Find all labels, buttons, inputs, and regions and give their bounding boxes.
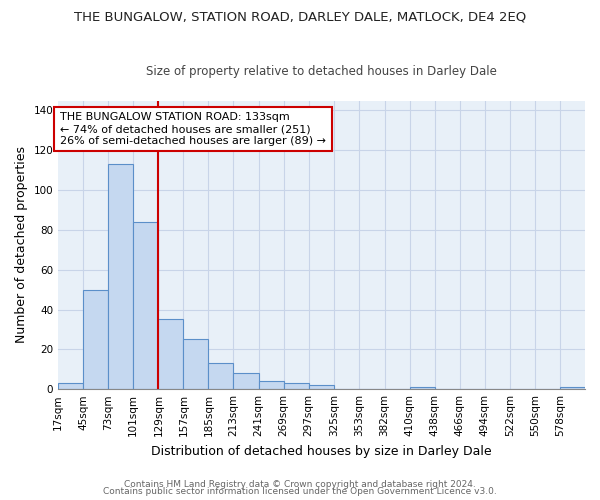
Bar	[208, 364, 233, 389]
Bar	[83, 290, 108, 389]
X-axis label: Distribution of detached houses by size in Darley Dale: Distribution of detached houses by size …	[151, 444, 492, 458]
Bar	[308, 385, 334, 389]
Bar	[560, 387, 585, 389]
Text: Contains public sector information licensed under the Open Government Licence v3: Contains public sector information licen…	[103, 487, 497, 496]
Bar	[58, 383, 83, 389]
Bar	[108, 164, 133, 389]
Bar	[233, 374, 259, 389]
Title: Size of property relative to detached houses in Darley Dale: Size of property relative to detached ho…	[146, 66, 497, 78]
Text: THE BUNGALOW STATION ROAD: 133sqm
← 74% of detached houses are smaller (251)
26%: THE BUNGALOW STATION ROAD: 133sqm ← 74% …	[60, 112, 326, 146]
Bar	[158, 320, 184, 389]
Text: Contains HM Land Registry data © Crown copyright and database right 2024.: Contains HM Land Registry data © Crown c…	[124, 480, 476, 489]
Text: THE BUNGALOW, STATION ROAD, DARLEY DALE, MATLOCK, DE4 2EQ: THE BUNGALOW, STATION ROAD, DARLEY DALE,…	[74, 10, 526, 23]
Bar	[410, 387, 435, 389]
Bar	[184, 340, 208, 389]
Bar	[284, 383, 308, 389]
Bar	[259, 381, 284, 389]
Y-axis label: Number of detached properties: Number of detached properties	[15, 146, 28, 344]
Bar	[133, 222, 158, 389]
